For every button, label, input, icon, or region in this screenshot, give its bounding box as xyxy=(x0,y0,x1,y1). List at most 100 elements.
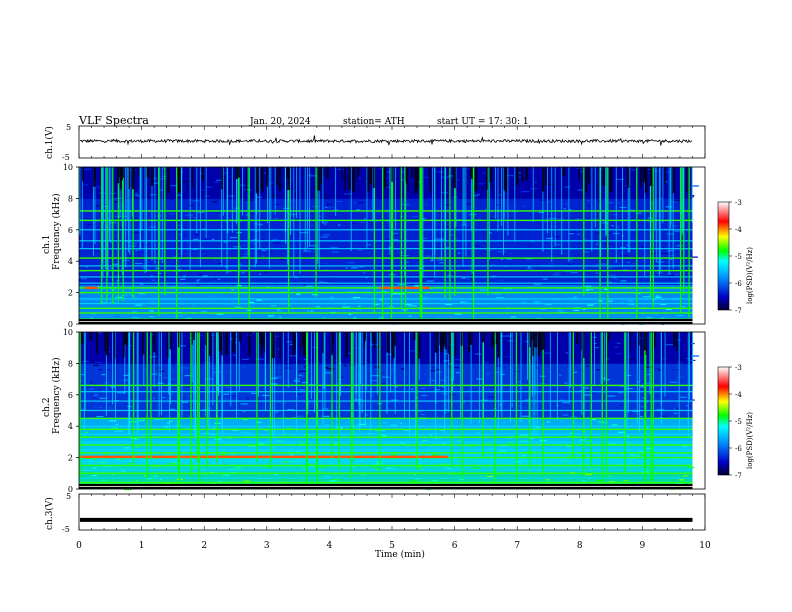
chart-title: VLF Spectra xyxy=(78,114,149,127)
ch2-spec-ylabel-freq: Frequency (kHz) xyxy=(51,357,62,434)
spectrogram-band xyxy=(79,302,693,305)
spectrogram-impulse xyxy=(622,167,623,267)
spectrogram-cell xyxy=(435,369,441,371)
spectrogram-impulse xyxy=(177,332,179,433)
spectrogram-impulse xyxy=(497,332,499,430)
spectrogram-cell xyxy=(500,373,505,375)
spectrogram-impulse xyxy=(107,167,109,276)
spectrogram-cell xyxy=(593,245,597,247)
spectrogram-impulse xyxy=(195,332,197,439)
spectrogram-cell xyxy=(273,367,281,369)
spectrogram-cell xyxy=(632,410,641,412)
spectrogram-cell xyxy=(159,478,163,480)
spectrogram-cell xyxy=(185,317,192,320)
spectrogram-cell xyxy=(678,175,687,177)
spectrogram-cell xyxy=(431,380,435,382)
spectrogram-cell xyxy=(151,478,154,481)
spectrogram-gap xyxy=(541,332,545,350)
spectrogram-cell xyxy=(393,177,399,179)
ch1-spec-ylabel-channel: ch.1 xyxy=(42,235,52,254)
spectrogram-impulse xyxy=(403,332,405,419)
spectrogram-gap xyxy=(122,167,124,178)
spectrogram-cell xyxy=(530,437,534,440)
spectrogram-cell xyxy=(479,289,488,291)
spectrogram-gap xyxy=(626,167,630,188)
spectrogram-cell xyxy=(406,445,410,447)
spectrogram-gap xyxy=(332,332,335,345)
spectrogram-cell xyxy=(336,200,343,203)
spectrogram-impulse xyxy=(322,332,324,427)
ch2-colorbar-tick-label: -3 xyxy=(735,364,742,372)
spectrogram-cell xyxy=(277,401,282,403)
spectrogram-cell xyxy=(538,382,546,384)
spectrogram-band-highlight xyxy=(379,286,430,290)
spectrogram-cell xyxy=(507,401,516,404)
spectrogram-cell xyxy=(93,406,101,408)
spectrogram-cell xyxy=(593,179,597,182)
spectrogram-impulse xyxy=(652,332,655,481)
spectrogram-cell xyxy=(401,295,406,297)
spectrogram-cell xyxy=(132,316,140,319)
spectrogram-cell xyxy=(561,306,566,309)
spectrogram-cell xyxy=(135,194,140,196)
spectrogram-cell xyxy=(573,371,578,373)
spectrogram-gap xyxy=(356,167,358,181)
spectrogram-cell xyxy=(616,185,624,187)
ch2-freq-tick-label: 4 xyxy=(68,422,73,431)
spectrogram-cell xyxy=(343,365,347,367)
spectrogram-impulse xyxy=(351,332,353,461)
spectrogram-impulse xyxy=(127,167,129,253)
spectrogram-cell xyxy=(272,194,277,196)
spectrogram-cell xyxy=(626,374,632,377)
spectrogram-gap xyxy=(434,332,438,353)
spectrogram-cell xyxy=(303,358,308,361)
spectrogram-cell xyxy=(317,362,320,364)
spectrogram-impulse xyxy=(445,167,446,242)
spectrogram-cell xyxy=(244,251,248,253)
spectrogram-cell xyxy=(638,451,646,453)
spectrogram-impulse xyxy=(105,332,107,416)
spectrogram-cell xyxy=(354,399,363,401)
spectrogram-gap xyxy=(114,332,116,359)
spectrogram-band xyxy=(79,391,693,393)
spectrogram-cell xyxy=(678,347,683,349)
spectrogram-impulse xyxy=(153,332,155,388)
spectrogram-cell xyxy=(194,463,201,465)
spectrogram-impulse xyxy=(269,332,272,469)
spectrogram-gap xyxy=(177,167,181,193)
spectrogram-cell xyxy=(296,378,303,380)
spectrogram-gap xyxy=(193,332,195,340)
spectrogram-impulse xyxy=(132,332,135,465)
spectrogram-impulse xyxy=(324,332,326,409)
spectrogram-gap xyxy=(272,332,275,359)
spectrogram-cell xyxy=(288,200,296,202)
spectrogram-cell xyxy=(93,364,99,367)
spectrogram-cell xyxy=(448,234,455,236)
spectrogram-cell xyxy=(353,317,357,319)
spectrogram-row xyxy=(79,449,693,459)
spectrogram-cell xyxy=(657,238,665,241)
spectrogram-cell xyxy=(666,317,670,319)
spectrogram-cell xyxy=(274,241,280,243)
spectrogram-cell xyxy=(660,317,665,319)
spectrogram-cell xyxy=(391,389,396,391)
spectrogram-gap xyxy=(128,167,130,190)
spectrogram-cell xyxy=(187,395,191,397)
spectrogram-cell xyxy=(170,198,174,200)
spectrogram-impulse xyxy=(594,167,596,228)
spectrogram-cell xyxy=(321,221,328,223)
spectrogram-cell xyxy=(122,447,131,449)
spectrogram-cell xyxy=(267,315,274,317)
spectrogram-cell xyxy=(520,346,525,349)
spectrogram-impulse xyxy=(454,167,456,296)
spectrogram-band-strong xyxy=(79,464,693,467)
spectrogram-gap xyxy=(521,167,524,182)
spectrogram-cell xyxy=(272,208,276,210)
spectrogram-cell xyxy=(89,382,93,384)
spectrogram-cell xyxy=(330,297,334,299)
spectrogram-cell xyxy=(507,252,513,254)
spectrogram-cell xyxy=(393,386,398,388)
spectrogram-gap xyxy=(303,332,306,357)
spectrogram-cell xyxy=(618,202,621,205)
